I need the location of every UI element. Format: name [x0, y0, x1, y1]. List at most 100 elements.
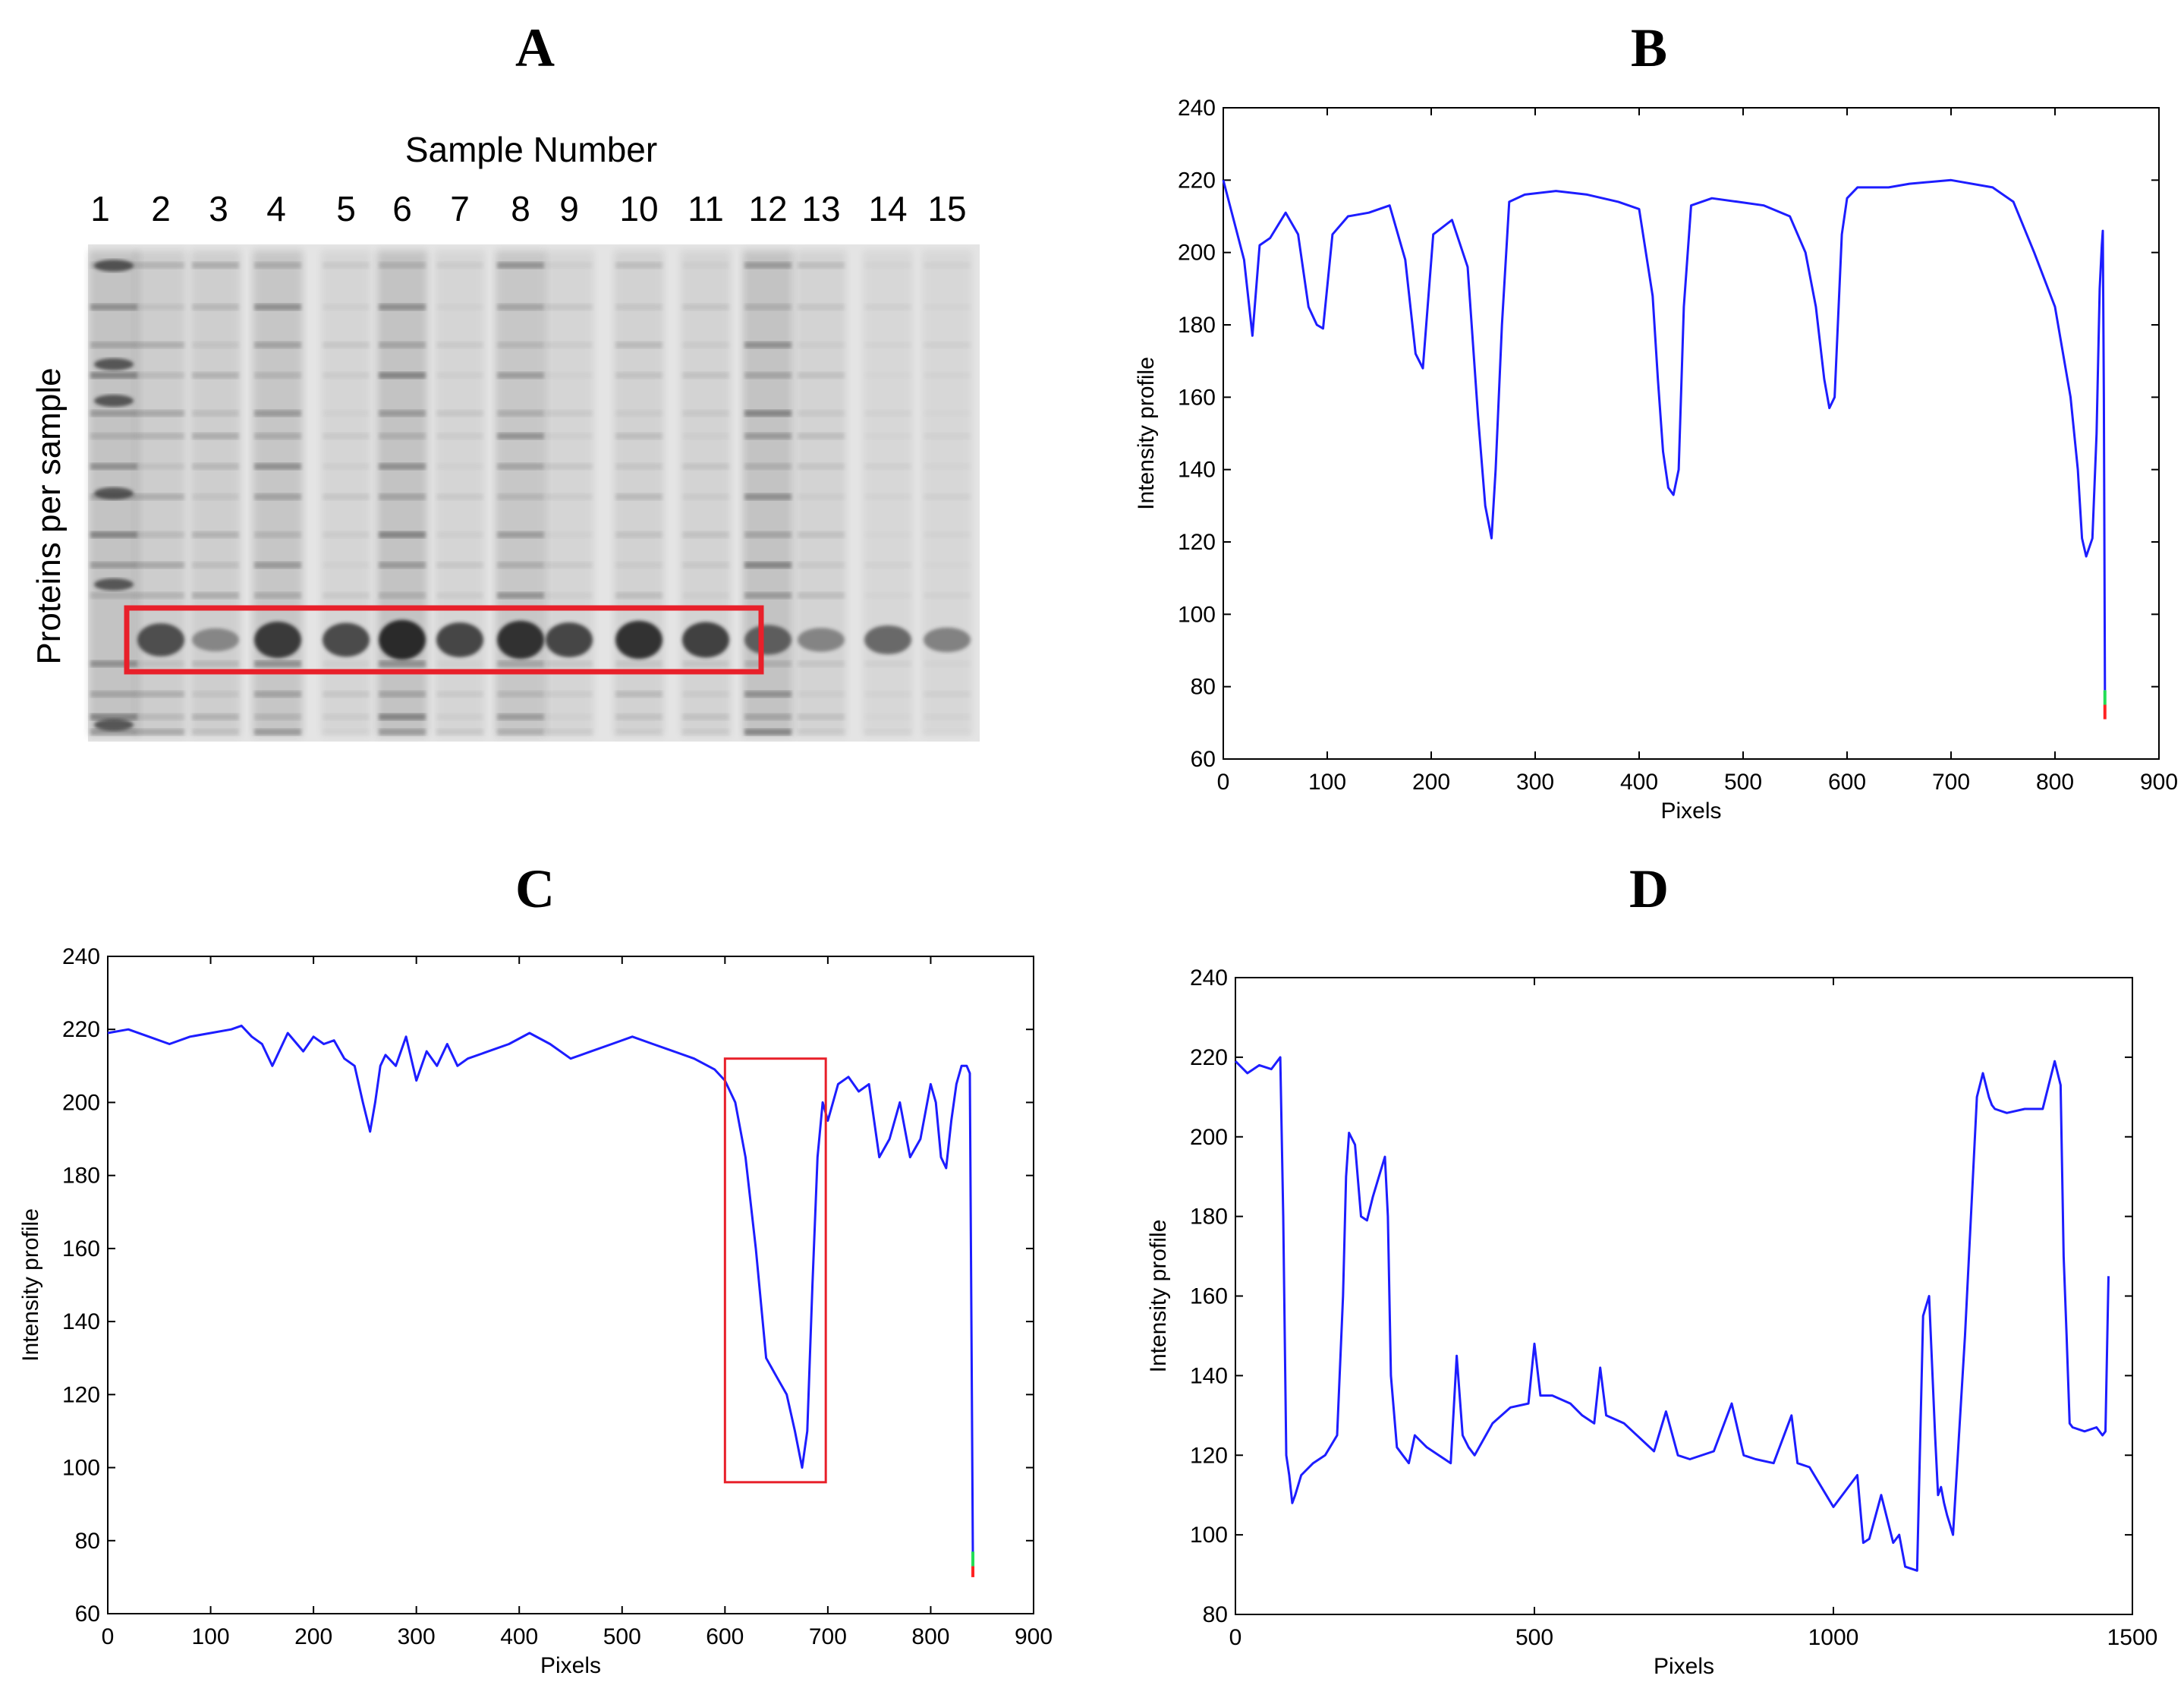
gel-band — [615, 729, 662, 735]
gel-band — [744, 592, 791, 599]
ladder-band — [94, 395, 134, 407]
gel-band — [436, 562, 483, 569]
gel-band — [137, 372, 184, 379]
gel-band — [436, 592, 483, 599]
gel-band — [798, 729, 845, 735]
gel-band — [379, 304, 426, 310]
gel-target-band — [546, 622, 593, 657]
gel-band — [90, 729, 137, 735]
gel-band — [254, 342, 301, 348]
gel-band — [546, 713, 593, 720]
gel-target-band — [192, 628, 239, 652]
gel-band — [436, 729, 483, 735]
gel-band — [137, 410, 184, 417]
x-tick-label: 900 — [1015, 1624, 1053, 1649]
gel-band — [546, 660, 593, 667]
gel-band — [379, 531, 426, 538]
gel-band — [924, 262, 971, 269]
gel-panel: Sample Number Proteins per sample 1 2 3 … — [0, 0, 1093, 759]
gel-lane-smear — [863, 250, 913, 736]
gel-band — [254, 660, 301, 667]
highlight-box — [723, 1057, 827, 1484]
gel-band — [924, 372, 971, 379]
gel-target-band — [436, 622, 483, 657]
series-line — [107, 1024, 974, 1556]
gel-band — [744, 342, 791, 348]
gel-band — [615, 691, 662, 698]
gel-band — [254, 592, 301, 599]
x-tick-label: 800 — [2036, 770, 2074, 795]
gel-band — [864, 562, 911, 569]
ladder-band — [94, 358, 134, 370]
lane-number: 1 — [90, 189, 110, 228]
gel-band — [682, 660, 729, 667]
lane-number: 12 — [748, 189, 788, 228]
gel-band — [615, 531, 662, 538]
gel-band — [254, 304, 301, 310]
gel-band — [379, 713, 426, 720]
gel-band — [90, 433, 137, 439]
gel-band — [137, 713, 184, 720]
y-tick-label: 200 — [1190, 1125, 1228, 1150]
gel-band — [379, 660, 426, 667]
y-tick-label: 180 — [1190, 1205, 1228, 1230]
gel-band — [798, 372, 845, 379]
gel-band — [192, 372, 239, 379]
gel-band — [497, 729, 544, 735]
gel-band — [924, 592, 971, 599]
gel-band — [379, 410, 426, 417]
gel-target-band — [254, 622, 301, 658]
y-tick-label: 220 — [1178, 168, 1216, 193]
gel-band — [744, 531, 791, 538]
gel-band — [323, 660, 370, 667]
gel-band — [682, 562, 729, 569]
lane-number: 6 — [392, 189, 412, 228]
y-tick-label: 240 — [62, 944, 100, 969]
gel-band — [323, 304, 370, 310]
gel-band — [924, 304, 971, 310]
gel-band — [497, 410, 544, 417]
lane-number: 3 — [209, 189, 228, 228]
gel-band — [379, 729, 426, 735]
panel-label-a: A — [515, 17, 555, 78]
gel-band — [682, 729, 729, 735]
gel-band — [497, 713, 544, 720]
gel-band — [137, 433, 184, 439]
gel-band — [798, 463, 845, 470]
gel-band — [90, 372, 137, 379]
gel-band — [323, 493, 370, 500]
gel-band — [90, 531, 137, 538]
gel-band — [137, 493, 184, 500]
gel-band — [924, 342, 971, 348]
gel-band — [798, 262, 845, 269]
lane-number: 15 — [927, 189, 967, 228]
plot-frame — [1223, 107, 2160, 760]
lane-number: 14 — [868, 189, 908, 228]
gel-band — [192, 691, 239, 698]
lane-number: 7 — [450, 189, 470, 228]
gel-band — [254, 262, 301, 269]
gel-band — [323, 410, 370, 417]
gel-band — [546, 342, 593, 348]
gel-band — [798, 531, 845, 538]
panel-label-c: C — [515, 858, 555, 919]
x-tick-label: 400 — [1620, 770, 1658, 795]
ladder-band — [94, 260, 134, 272]
gel-band — [379, 493, 426, 500]
gel-band — [192, 304, 239, 310]
lane-number: 4 — [266, 189, 286, 228]
gel-band — [798, 410, 845, 417]
gel-band — [497, 531, 544, 538]
gel-target-band — [744, 625, 791, 655]
y-tick-label: 220 — [62, 1017, 100, 1042]
x-tick-label: 500 — [1724, 770, 1762, 795]
x-tick-label: 0 — [1217, 770, 1230, 795]
gel-band — [615, 562, 662, 569]
x-tick-label: 0 — [1229, 1625, 1242, 1650]
gel-band — [615, 262, 662, 269]
gel-band — [864, 493, 911, 500]
gel-band — [379, 463, 426, 470]
gel-band — [323, 372, 370, 379]
y-axis-label: Intensity profile — [1146, 1220, 1171, 1373]
gel-band — [615, 372, 662, 379]
